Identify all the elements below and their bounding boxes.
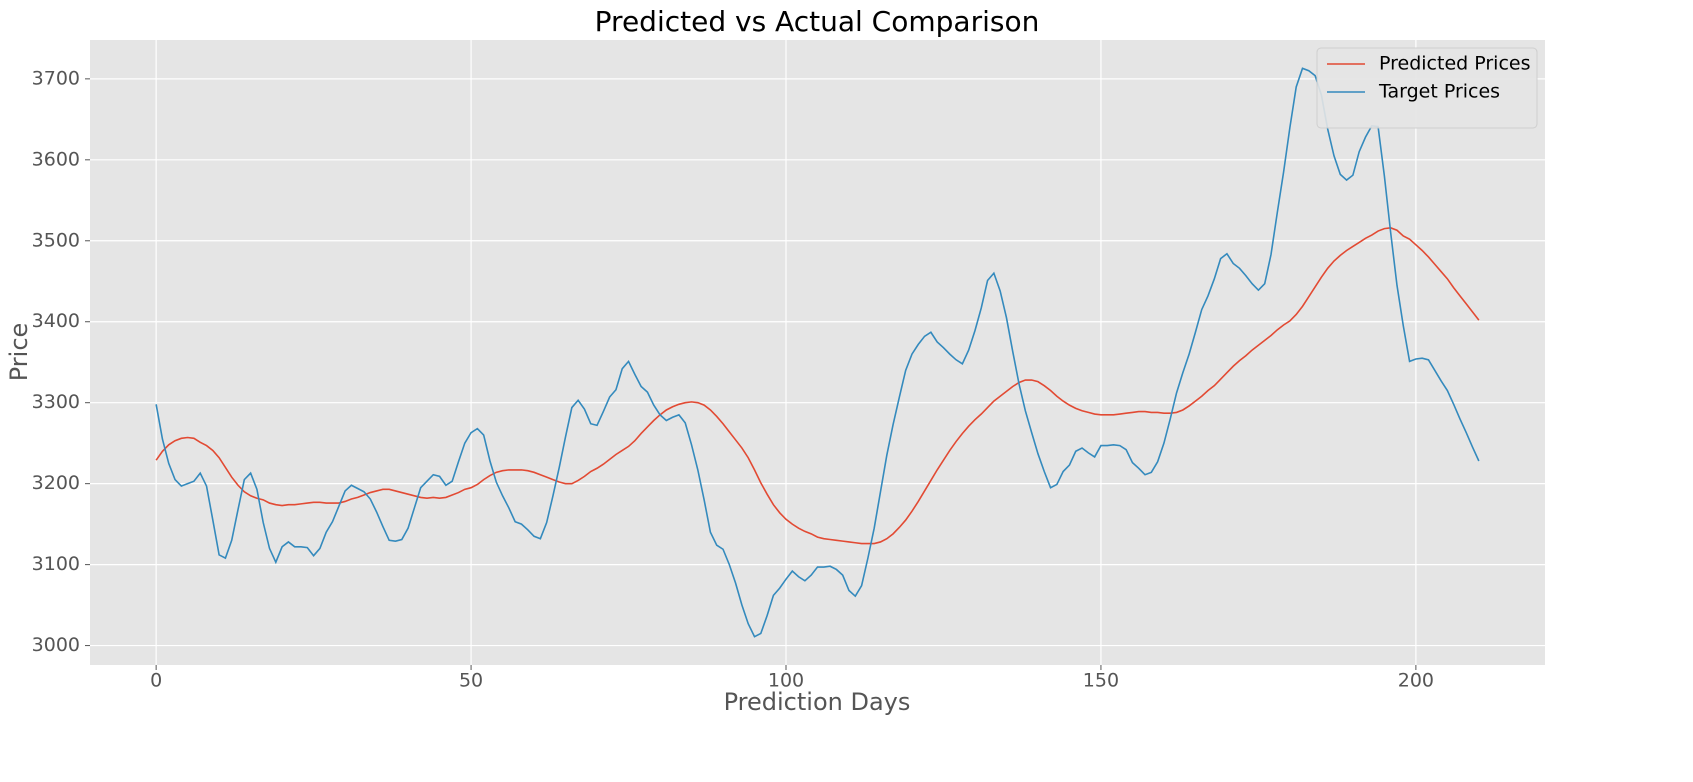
plot-background: [90, 40, 1545, 665]
x-tick-label: 50: [459, 670, 483, 692]
y-tick-label: 3300: [32, 391, 80, 413]
y-tick-label: 3400: [32, 310, 80, 332]
y-tick-label: 3600: [32, 148, 80, 170]
data-line: [155, 227, 1480, 545]
legend-label: Target Prices: [1378, 81, 1500, 103]
x-axis-label: Prediction Days: [724, 688, 911, 716]
y-tick-label: 3700: [32, 67, 80, 89]
x-tick-label: 150: [1083, 670, 1119, 692]
y-tick-label: 3100: [32, 553, 80, 575]
y-tick-label: 3000: [32, 634, 80, 656]
x-tick-label: 0: [150, 670, 162, 692]
y-tick-label: 3200: [32, 472, 80, 494]
legend-label: Predicted Prices: [1379, 53, 1530, 75]
data-line: [155, 67, 1480, 638]
legend-box: [1316, 47, 1538, 129]
x-tick-label: 200: [1398, 670, 1434, 692]
chart-title: Predicted vs Actual Comparison: [595, 5, 1040, 38]
x-tick-label: 100: [768, 670, 804, 692]
y-tick-label: 3500: [32, 229, 80, 251]
y-axis-label: Price: [5, 323, 33, 382]
